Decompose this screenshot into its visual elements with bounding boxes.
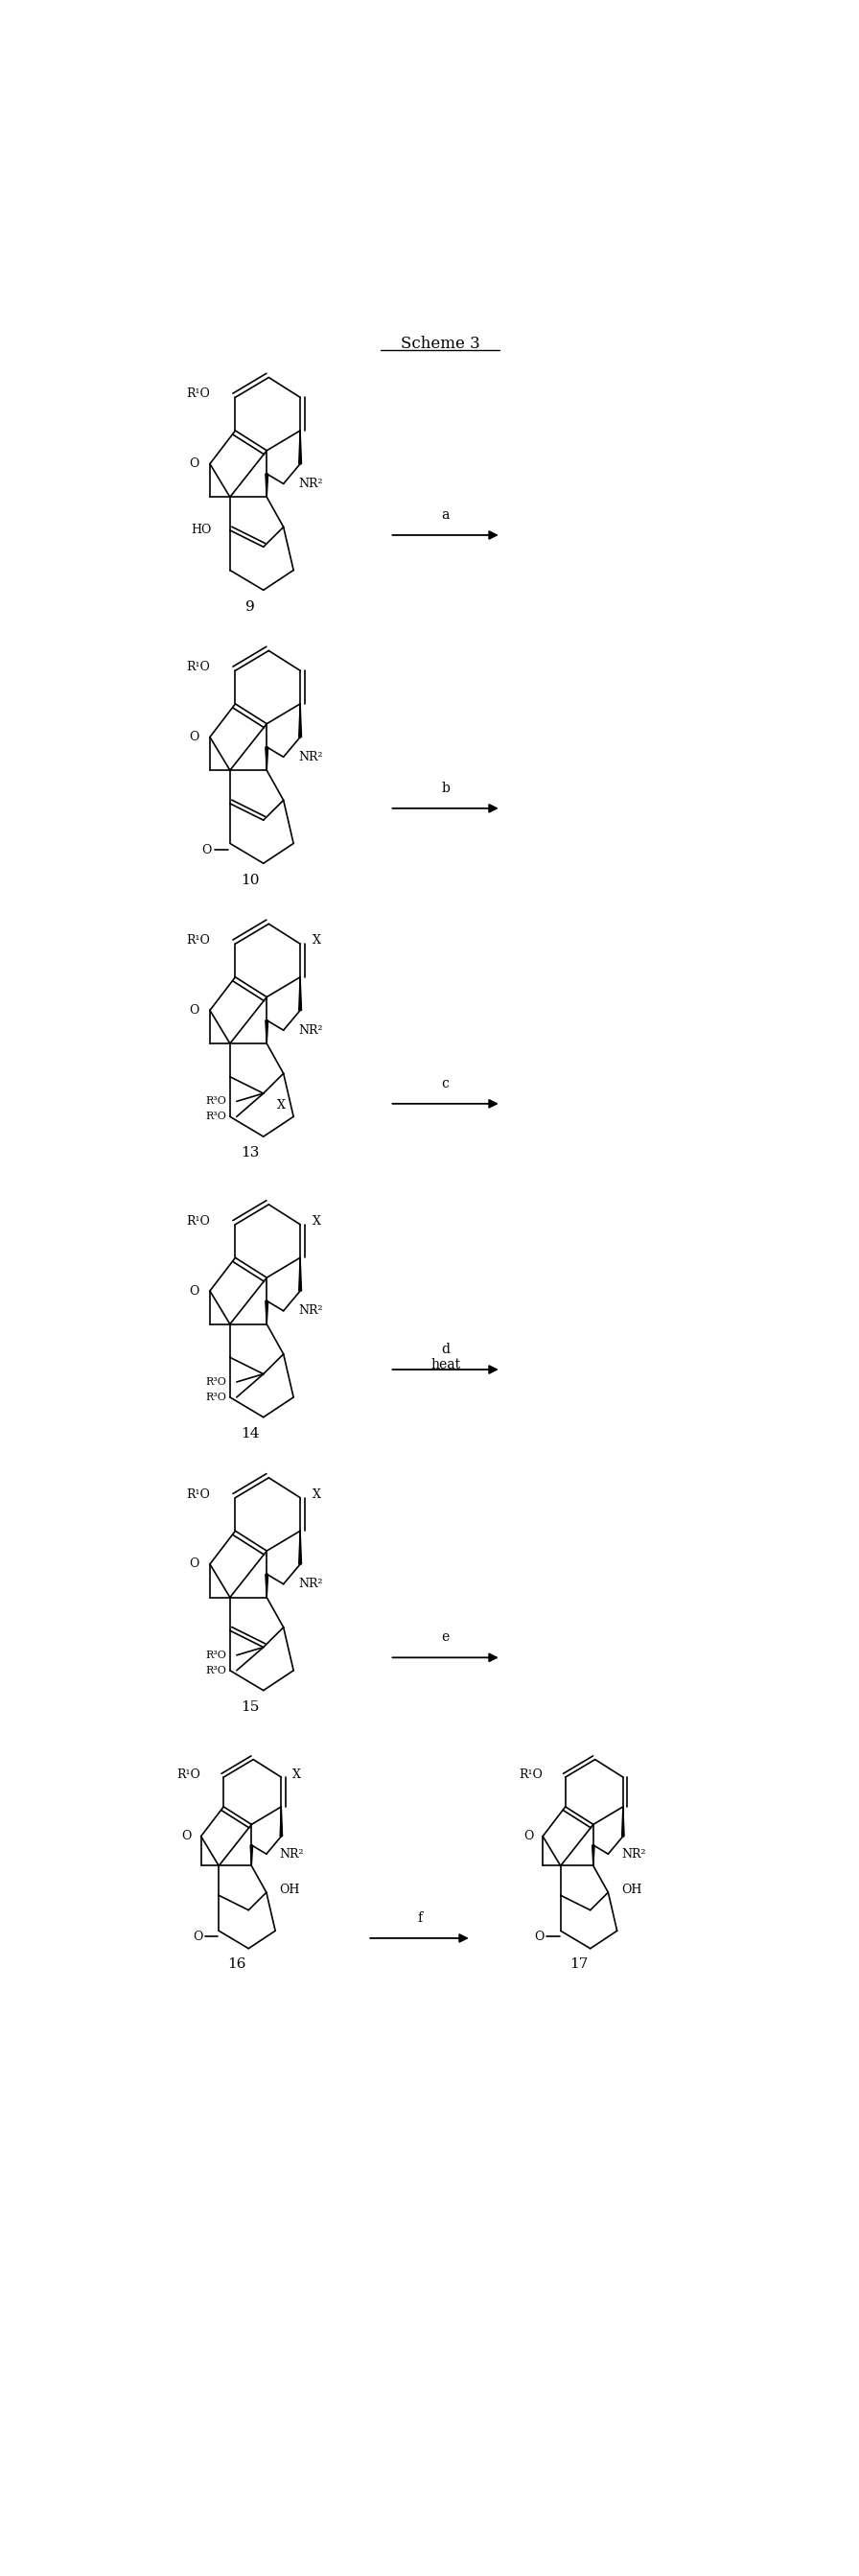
Text: NR²: NR² xyxy=(298,1303,323,1316)
Polygon shape xyxy=(299,430,302,464)
Text: R³O: R³O xyxy=(205,1394,227,1401)
Text: 9: 9 xyxy=(246,600,255,613)
Text: R³O: R³O xyxy=(205,1097,227,1105)
Text: NR²: NR² xyxy=(298,1579,323,1589)
Text: f: f xyxy=(417,1911,422,1924)
Polygon shape xyxy=(299,1530,302,1564)
Polygon shape xyxy=(592,1844,594,1865)
Text: heat: heat xyxy=(430,1358,460,1370)
Polygon shape xyxy=(622,1806,624,1837)
Text: O: O xyxy=(189,1558,199,1571)
Text: O: O xyxy=(189,1005,199,1018)
Text: R¹O: R¹O xyxy=(519,1767,543,1780)
Text: 15: 15 xyxy=(241,1700,259,1713)
Polygon shape xyxy=(280,1806,283,1837)
Text: NR²: NR² xyxy=(298,1025,323,1036)
Text: OH: OH xyxy=(279,1883,300,1896)
Text: a: a xyxy=(442,507,449,523)
Text: 14: 14 xyxy=(241,1427,259,1440)
Text: NR²: NR² xyxy=(298,750,323,762)
Text: 17: 17 xyxy=(570,1958,588,1971)
Text: NR²: NR² xyxy=(621,1847,646,1860)
Text: R³O: R³O xyxy=(205,1651,227,1659)
Polygon shape xyxy=(265,747,268,770)
Text: OH: OH xyxy=(621,1883,642,1896)
Text: R¹O: R¹O xyxy=(186,1489,210,1502)
Polygon shape xyxy=(265,474,268,497)
Text: NR²: NR² xyxy=(279,1847,304,1860)
Text: c: c xyxy=(442,1077,449,1090)
Text: R¹O: R¹O xyxy=(186,662,210,672)
Text: R¹O: R¹O xyxy=(186,1216,210,1226)
Polygon shape xyxy=(299,976,302,1010)
Polygon shape xyxy=(250,1844,253,1865)
Text: R¹O: R¹O xyxy=(177,1767,201,1780)
Polygon shape xyxy=(265,1574,268,1597)
Text: X: X xyxy=(312,935,320,948)
Text: O: O xyxy=(523,1829,533,1842)
Text: O: O xyxy=(181,1829,192,1842)
Polygon shape xyxy=(265,1301,268,1324)
Text: O: O xyxy=(202,845,212,855)
Text: R³O: R³O xyxy=(205,1113,227,1121)
Text: R³O: R³O xyxy=(205,1667,227,1674)
Text: Scheme 3: Scheme 3 xyxy=(400,335,480,353)
Text: X: X xyxy=(312,1216,320,1226)
Text: X: X xyxy=(277,1100,285,1113)
Text: 16: 16 xyxy=(228,1958,246,1971)
Polygon shape xyxy=(299,703,302,737)
Text: R¹O: R¹O xyxy=(186,389,210,399)
Text: O: O xyxy=(189,459,199,469)
Text: NR²: NR² xyxy=(298,477,323,489)
Text: e: e xyxy=(442,1631,449,1643)
Text: O: O xyxy=(192,1929,203,1942)
Text: X: X xyxy=(292,1767,301,1780)
Text: O: O xyxy=(534,1929,545,1942)
Text: R¹O: R¹O xyxy=(186,935,210,948)
Text: 10: 10 xyxy=(241,873,259,886)
Text: 13: 13 xyxy=(241,1146,259,1159)
Polygon shape xyxy=(299,1257,302,1291)
Text: X: X xyxy=(312,1489,320,1502)
Text: O: O xyxy=(189,1285,199,1298)
Text: O: O xyxy=(189,732,199,744)
Text: b: b xyxy=(442,781,450,796)
Text: R³O: R³O xyxy=(205,1378,227,1386)
Text: HO: HO xyxy=(191,523,211,536)
Text: d: d xyxy=(442,1342,450,1358)
Polygon shape xyxy=(265,1020,268,1043)
